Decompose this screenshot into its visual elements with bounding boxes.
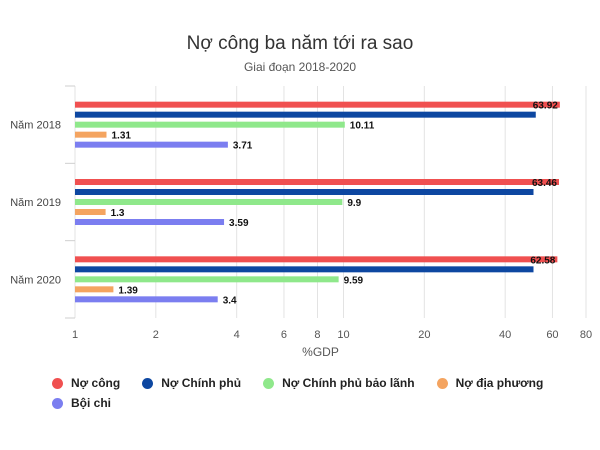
chart-legend: Nợ công Nợ Chính phủ Nợ Chính phủ bảo lãnh… — [52, 376, 582, 410]
legend-item[interactable]: Nợ Chính phủ — [142, 376, 241, 390]
bar — [75, 121, 345, 128]
x-tick-label: 10 — [337, 329, 349, 341]
legend-label: Nợ địa phương — [455, 376, 544, 390]
bar — [75, 141, 228, 148]
x-tick-label: 8 — [314, 329, 320, 341]
category-label: Năm 2019 — [10, 197, 61, 209]
x-tick-label: 20 — [418, 329, 430, 341]
data-label: 3.4 — [223, 295, 237, 306]
data-label: 3.59 — [229, 218, 249, 229]
legend-swatch — [436, 377, 448, 389]
legend-item[interactable]: Bội chi — [52, 396, 111, 410]
bar — [75, 131, 107, 138]
chart-subtitle: Giai đoạn 2018-2020 — [243, 60, 357, 74]
bar — [75, 256, 558, 263]
category-label: Năm 2020 — [10, 274, 61, 286]
x-tick-label: 40 — [499, 329, 511, 341]
category-label: Năm 2018 — [10, 120, 61, 132]
legend-item[interactable]: Nợ địa phương — [436, 376, 544, 390]
data-label: 63.46 — [532, 178, 557, 189]
bar — [75, 199, 343, 205]
legend-swatch — [52, 397, 63, 409]
legend-label: Bội chi — [71, 396, 112, 410]
legend-label: Nợ Chính phủ — [161, 376, 242, 390]
legend-item[interactable]: Nợ Chính phủ bảo lãnh — [263, 376, 415, 390]
data-label: 1.31 — [111, 131, 131, 142]
legend-label: Nợ Chính phủ bảo lãnh — [282, 376, 415, 390]
x-tick-label: 6 — [281, 329, 287, 341]
bar — [75, 296, 218, 303]
x-tick-label: 2 — [153, 329, 159, 341]
legend-label: Nợ công — [71, 376, 121, 390]
data-label: 1.39 — [118, 285, 138, 296]
bar — [75, 189, 534, 195]
x-tick-label: 4 — [234, 329, 240, 341]
data-label: 62.58 — [530, 255, 555, 266]
legend-item[interactable]: Nợ công — [52, 376, 120, 390]
bar — [75, 179, 559, 185]
x-tick-label: 60 — [546, 329, 558, 341]
x-tick-label: 80 — [580, 329, 592, 341]
x-tick-label: 1 — [72, 329, 78, 341]
data-label: 10.11 — [350, 121, 375, 132]
bar — [75, 111, 536, 118]
legend-swatch — [52, 377, 63, 389]
bar — [75, 101, 560, 108]
data-label: 9.59 — [344, 275, 364, 286]
data-label: 1.3 — [111, 208, 125, 219]
legend-swatch — [142, 377, 154, 389]
bar — [75, 266, 534, 273]
bar — [75, 219, 225, 225]
data-label: 3.71 — [233, 141, 253, 152]
chart-title: Nợ công ba năm tới ra sao — [186, 33, 414, 54]
data-label: 63.92 — [533, 101, 558, 112]
bar — [75, 209, 106, 215]
legend-swatch — [263, 377, 275, 389]
x-axis-title: %GDP — [302, 345, 339, 359]
bar — [75, 276, 339, 283]
data-label: 9.9 — [347, 198, 361, 209]
bar — [75, 286, 114, 293]
